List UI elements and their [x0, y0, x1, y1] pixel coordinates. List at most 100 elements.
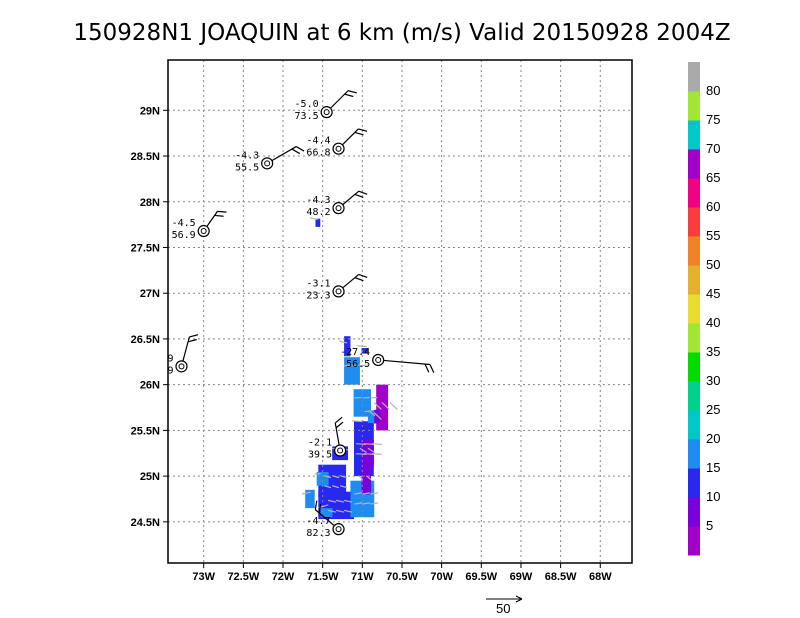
- wind-cell: [344, 357, 360, 385]
- storm-center: [335, 145, 342, 152]
- track-vmax-label: 9: [167, 353, 173, 364]
- colorbar-swatch: [688, 323, 700, 353]
- storm-center: [335, 288, 342, 295]
- wind-barb-flag: [429, 364, 435, 373]
- wind-barb-flag: [189, 334, 199, 338]
- wind-vector: [328, 499, 337, 503]
- colorbar-label: 65: [706, 170, 720, 185]
- track-point: 99: [167, 334, 199, 376]
- colorbar-label: 45: [706, 286, 720, 301]
- colorbar-label: 75: [706, 112, 720, 127]
- colorbar-label: 80: [706, 83, 720, 98]
- wind-vector: [370, 492, 379, 495]
- reference-label: 50: [496, 601, 510, 616]
- wind-barb-staff: [314, 509, 335, 527]
- track-vmax-label: -3.1: [306, 278, 330, 289]
- y-tick-label: 28.5N: [131, 151, 160, 163]
- wind-cell: [315, 218, 321, 227]
- colorbar-swatch: [688, 91, 700, 121]
- track-point: -4.556.9: [172, 210, 227, 241]
- track-vmax-label: -4.7: [306, 516, 330, 527]
- x-tick-label: 69.5W: [465, 571, 497, 583]
- reference-vector: 50: [486, 595, 523, 616]
- track-dist-label: 23.3: [306, 290, 330, 301]
- colorbar-label: 70: [706, 141, 720, 156]
- wind-vector: [365, 475, 372, 481]
- wind-barb-flag: [424, 363, 430, 373]
- colorbar-swatch: [688, 468, 700, 498]
- wind-vector: [351, 420, 362, 423]
- storm-ring: [334, 444, 347, 457]
- track-vmax-label: -4.4: [306, 136, 330, 147]
- wind-barb-flag: [354, 193, 364, 199]
- storm-center: [200, 228, 207, 235]
- wind-barb-flag: [344, 93, 354, 98]
- wind-vector: [340, 475, 348, 479]
- track-dist-label: 82.3: [306, 528, 330, 539]
- colorbar-swatch: [688, 526, 700, 556]
- wind-vectors: [301, 217, 398, 513]
- track-dist-label: 56.5: [346, 359, 370, 370]
- wind-vector: [367, 447, 375, 454]
- storm-ring: [332, 202, 345, 215]
- wind-vector: [354, 502, 363, 505]
- wind-vector: [343, 364, 353, 367]
- colorbar-label: 35: [706, 344, 720, 359]
- colorbar-swatch: [688, 381, 700, 411]
- storm-center: [337, 447, 344, 454]
- chart-title: 150928N1 JOAQUIN at 6 km (m/s) Valid 201…: [73, 20, 730, 46]
- track-point: -4.348.2: [306, 190, 368, 218]
- colorbar-swatch: [688, 410, 700, 440]
- wind-cell: [355, 421, 364, 431]
- track-vmax-label: -4.5: [172, 218, 196, 229]
- storm-center: [375, 356, 382, 363]
- wind-vector: [364, 409, 373, 413]
- colorbar-label: 30: [706, 373, 720, 388]
- wind-cell: [374, 409, 381, 424]
- colorbar-swatch: [688, 352, 700, 382]
- wind-vector: [332, 485, 340, 489]
- wind-barb-staff: [206, 211, 218, 227]
- wind-cell: [361, 348, 368, 354]
- wind-vector: [340, 485, 348, 489]
- wind-barb-flag: [217, 210, 227, 213]
- track-vmax-label: -2.1: [308, 438, 332, 449]
- wind-barb-flag: [358, 128, 368, 132]
- track-vmax-label: -27.4: [340, 347, 370, 358]
- wind-barb-flag: [214, 214, 224, 217]
- wind-vector: [324, 475, 332, 479]
- wind-cell: [344, 336, 351, 357]
- storm-ring: [332, 142, 345, 155]
- x-tick-label: 70.5W: [386, 571, 418, 583]
- wind-vector: [336, 509, 345, 513]
- wind-vector: [373, 412, 382, 420]
- storm-center: [335, 526, 342, 533]
- wind-vector: [369, 411, 376, 417]
- y-tick-label: 29N: [140, 105, 160, 117]
- x-tick-label: 70W: [430, 571, 453, 583]
- y-tick-label: 26.5N: [131, 334, 160, 346]
- x-tick-label: 72W: [272, 571, 295, 583]
- y-tick-label: 28N: [140, 197, 160, 209]
- colorbar-swatch: [688, 497, 700, 527]
- x-tick-label: 69W: [510, 571, 533, 583]
- storm-ring: [261, 157, 274, 170]
- wind-vector: [344, 499, 353, 503]
- track-vmax-label: -4.3: [235, 150, 259, 161]
- track-dist-label: 66.8: [306, 148, 330, 159]
- wind-vector: [356, 345, 367, 348]
- x-tick-label: 73W: [192, 571, 215, 583]
- wind-cell: [361, 466, 372, 495]
- y-tick-label: 26N: [140, 380, 160, 392]
- storm-track: -5.073.5-4.466.8-4.355.5-4.348.2-4.556.9…: [167, 90, 435, 539]
- wind-barb-staff: [342, 190, 360, 206]
- wind-barb-flag: [347, 90, 357, 94]
- wind-vector: [373, 402, 382, 410]
- wind-vector: [362, 502, 371, 505]
- track-vmax-label: -4.3: [306, 195, 330, 206]
- wind-barb-flag: [318, 503, 322, 513]
- wind-cell: [316, 472, 329, 486]
- storm-ring: [175, 360, 188, 373]
- wind-vector: [381, 402, 390, 410]
